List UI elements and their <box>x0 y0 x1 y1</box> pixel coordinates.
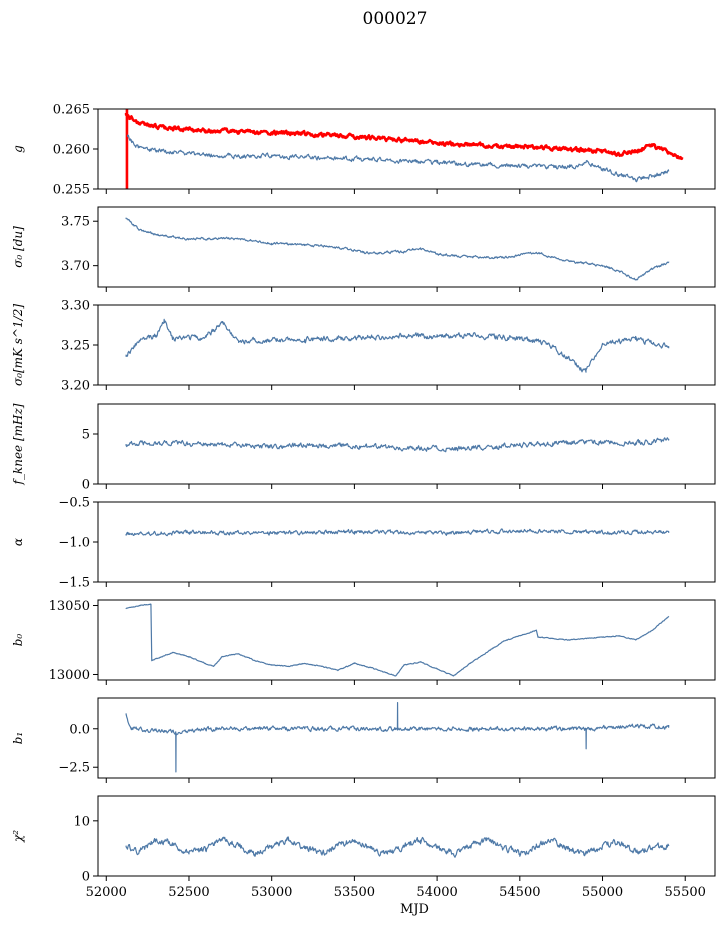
xtick-label: 53500 <box>334 885 375 900</box>
panel-2-ylabel: σ₀ [du] <box>11 226 25 268</box>
panel-7-frame <box>97 697 716 779</box>
panel-3: 3.20 3.25 3.30 σ₀[mK s^1/2] <box>11 299 716 394</box>
xtick-label: 55000 <box>582 885 623 900</box>
panel-7-ylabel: b₁ <box>11 732 25 745</box>
panel-8-ylabel: χ² <box>11 830 25 843</box>
xtick-label: 54000 <box>416 885 457 900</box>
panel-3-ylabel: σ₀[mK s^1/2] <box>11 304 25 386</box>
panel-1-ytick-label: 0.260 <box>53 143 90 158</box>
panel-2-ytick-label: 3.70 <box>61 259 90 274</box>
panel-6-frame <box>97 599 716 681</box>
panel-4-ylabel: f_knee [mHz] <box>11 403 25 485</box>
panel-5-ytick-label: −1.5 <box>58 576 90 591</box>
panel-6-ytick-label: 13000 <box>49 668 90 683</box>
panel-8-frame <box>97 795 716 877</box>
panel-4: 0 5 f_knee [mHz] <box>11 403 716 493</box>
panel-8-ytick-label: 0 <box>82 870 90 885</box>
figure-title: 000027 <box>363 9 428 29</box>
panel-3-ytick-label: 3.30 <box>61 299 90 314</box>
panel-2: 3.70 3.75 σ₀ [du] <box>11 206 716 292</box>
panel-1-ylabel: g <box>11 145 25 153</box>
panel-6-ytick-label: 13050 <box>49 599 90 614</box>
panel-1-ytick-label: 0.265 <box>53 103 90 118</box>
panel-5-ytick-label: −1.0 <box>58 536 90 551</box>
panel-3-ytick-label: 3.20 <box>61 379 90 394</box>
panel-3-ytick-label: 3.25 <box>61 339 90 354</box>
panel-4-ytick-label: 5 <box>82 428 90 443</box>
panel-7-ytick-label: −2.5 <box>58 761 90 776</box>
panel-8-series-1-line <box>125 836 670 858</box>
xtick-label: 52000 <box>86 885 127 900</box>
panel-4-frame <box>97 403 716 485</box>
panel-6-series-1-line <box>125 603 670 677</box>
xtick-label: 54500 <box>499 885 540 900</box>
panel-4-ytick-label: 0 <box>82 478 90 493</box>
xtick-label: 53000 <box>251 885 292 900</box>
panel-7: −2.5 0.0 b₁ <box>11 697 716 783</box>
panel-3-frame <box>97 304 716 386</box>
panel-1: 0.255 0.260 0.265 g <box>11 103 716 198</box>
x-axis-label: MJD <box>400 902 429 917</box>
panel-1-series-2-line <box>127 134 670 183</box>
panel-5-ytick-label: −0.5 <box>58 496 90 511</box>
xtick-label: 55500 <box>665 885 706 900</box>
panel-5-series-1-line <box>125 528 670 537</box>
panel-5: −1.5 −1.0 −0.5 α <box>11 496 716 591</box>
panel-4-series-1-line <box>125 437 670 453</box>
xtick-label: 52500 <box>168 885 209 900</box>
panel-7-ytick-label: 0.0 <box>69 722 90 737</box>
panel-2-ytick-label: 3.75 <box>61 215 90 230</box>
panel-8: 0 10 52000 52500 53000 53500 54000 54500 55000 55… <box>11 795 716 917</box>
panel-7-series-1-line <box>125 702 670 773</box>
panel-2-series-1-line <box>125 217 670 281</box>
panel-1-series-1-line <box>124 112 684 161</box>
panel-1-frame <box>97 108 716 190</box>
panel-8-ytick-label: 10 <box>73 814 90 829</box>
panel-5-ylabel: α <box>11 538 25 546</box>
panel-6: 13000 13050 b₀ <box>11 599 716 685</box>
panel-3-series-1-line <box>125 318 670 373</box>
panel-6-ylabel: b₀ <box>11 634 25 647</box>
panel-1-ytick-label: 0.255 <box>53 183 90 198</box>
panel-5-frame <box>97 501 716 583</box>
panel-2-frame <box>97 206 716 288</box>
